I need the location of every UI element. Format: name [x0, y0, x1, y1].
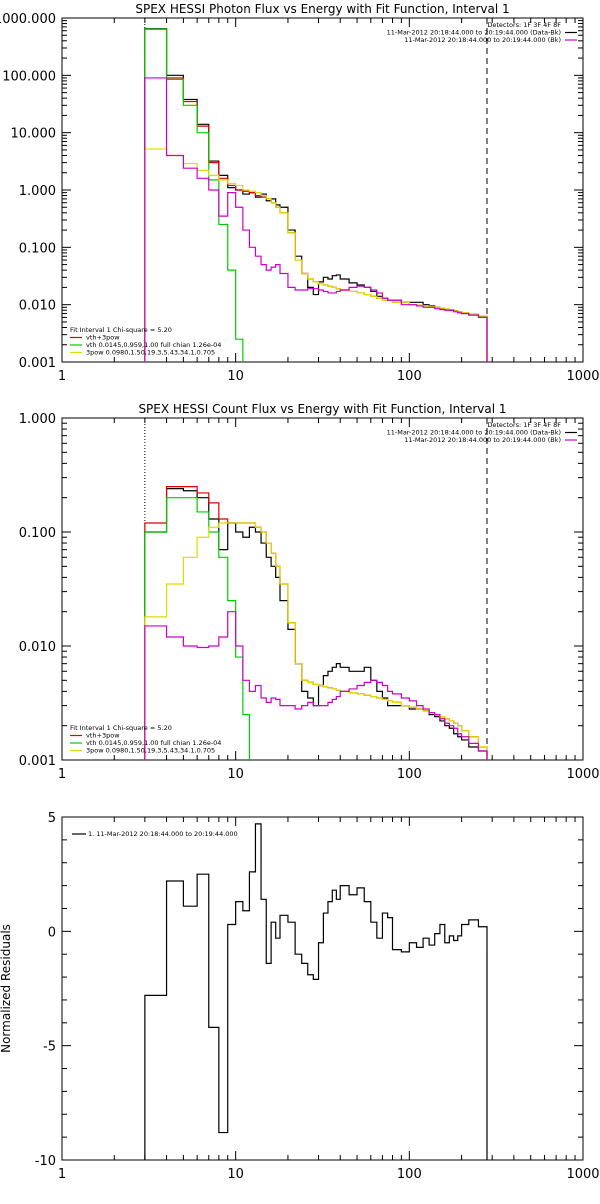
chart1-ytick-label: 100.000	[2, 69, 56, 84]
chart1-legend-bottom-entry: Fit Interval 1 Chi-square = 5.20	[70, 326, 172, 334]
chart3-ytick-label: -10	[35, 1154, 56, 1169]
chart1-xtick-label: 10	[227, 369, 244, 384]
chart1-frame	[61, 17, 584, 363]
chart3-ytick-label: 5	[48, 811, 56, 826]
chart2-title: SPEX HESSI Count Flux vs Energy with Fit…	[138, 402, 506, 416]
chart2-xtick-label: 10	[227, 767, 244, 782]
chart3-xtick-label: 1000	[566, 1167, 599, 1182]
chart1-xtick-label: 1000	[566, 369, 599, 384]
chart2-series-line	[144, 488, 488, 760]
chart3-series-group	[144, 823, 488, 1160]
chart1-xtick-label: 1	[58, 369, 66, 384]
chart3-xtick-label: 1	[58, 1167, 66, 1182]
chart2-xtick-label: 100	[397, 767, 422, 782]
chart1-legend-bottom-entry: vth+3pow	[86, 334, 120, 342]
chart2-xtick-label: 1	[58, 767, 66, 782]
chart2-legend-bottom-entry: vth 0.0145,0.959,1.00 full chian 1.26e-0…	[86, 739, 221, 747]
chart1-ytick-label: 1000.000	[0, 12, 56, 27]
chart3-ylabel: Normalized Residuals	[0, 924, 13, 1053]
chart2-legend-bottom-entry: vth+3pow	[86, 732, 120, 740]
chart3-ytick-label: 0	[48, 925, 56, 940]
chart1-ytick-label: 10.000	[11, 127, 57, 142]
chart1-ytick-label: 0.001	[19, 356, 56, 371]
chart2-series-line	[144, 497, 251, 760]
chart1-legend-bottom-entry: 3pow 0.0980,1.50,19.3,5.43,34.1,0.705	[86, 349, 215, 357]
chart2-series-line	[144, 486, 488, 760]
chart2-legend-top-entry: 11-Mar-2012 20:18:44.000 to 20:19:44.000…	[387, 429, 561, 437]
chart1-legend-bottom-entry: vth 0.0145,0.959,1.00 full chian 1.26e-0…	[86, 341, 221, 349]
chart1-ytick-label: 0.100	[19, 241, 56, 256]
chart1-title: SPEX HESSI Photon Flux vs Energy with Fi…	[135, 2, 509, 16]
chart2-legend-bottom-entry: 3pow 0.0980,1.50,19.3,5.43,34.1,0.705	[86, 747, 215, 755]
chart3-xtick-label: 10	[227, 1167, 244, 1182]
chart1-legend-top-entry: 11-Mar-2012 20:18:44.000 to 20:19:44.000…	[404, 36, 561, 44]
chart1-legend-top-entry: Detectors: 1F 3F 4F 8F	[487, 21, 561, 29]
chart1-ytick-label: 0.010	[19, 299, 56, 314]
chart3-ytick-label: -5	[43, 1040, 56, 1055]
chart2-frame	[61, 417, 584, 761]
chart2-ytick-label: 0.100	[19, 526, 56, 541]
chart2-ytick-label: 1.000	[19, 412, 56, 427]
chart2-xtick-label: 1000	[566, 767, 599, 782]
chart3-xtick-label: 100	[397, 1167, 422, 1182]
chart2-series-group	[144, 486, 488, 760]
chart2-series-line	[144, 522, 488, 760]
chart1-series-line	[144, 28, 488, 362]
chart1-series-line	[144, 148, 488, 362]
chart3-frame	[61, 816, 584, 1161]
chart1-xtick-label: 100	[397, 369, 422, 384]
chart2-ytick-label: 0.001	[19, 754, 56, 769]
chart1-series-line	[144, 77, 488, 362]
chart2-legend-top-entry: 11-Mar-2012 20:18:44.000 to 20:19:44.000…	[404, 436, 561, 444]
chart1-legend-top-entry: 11-Mar-2012 20:18:44.000 to 20:19:44.000…	[387, 29, 561, 37]
chart2-legend-bottom-entry: Fit Interval 1 Chi-square = 5.20	[70, 724, 172, 732]
chart3-legend-entry: 1. 11-Mar-2012 20:18:44.000 to 20:19:44.…	[88, 830, 238, 838]
chart2-ytick-label: 0.010	[19, 640, 56, 655]
chart2-legend-top-entry: Detectors: 1F 3F 4F 8F	[487, 421, 561, 429]
chart3-series-line	[144, 823, 488, 1160]
chart1-series-line	[144, 28, 244, 362]
chart1-ytick-label: 1.000	[19, 184, 56, 199]
chart2-series-line	[144, 611, 488, 760]
chart1-series-line	[144, 28, 488, 362]
chart1-series-group	[144, 28, 488, 362]
